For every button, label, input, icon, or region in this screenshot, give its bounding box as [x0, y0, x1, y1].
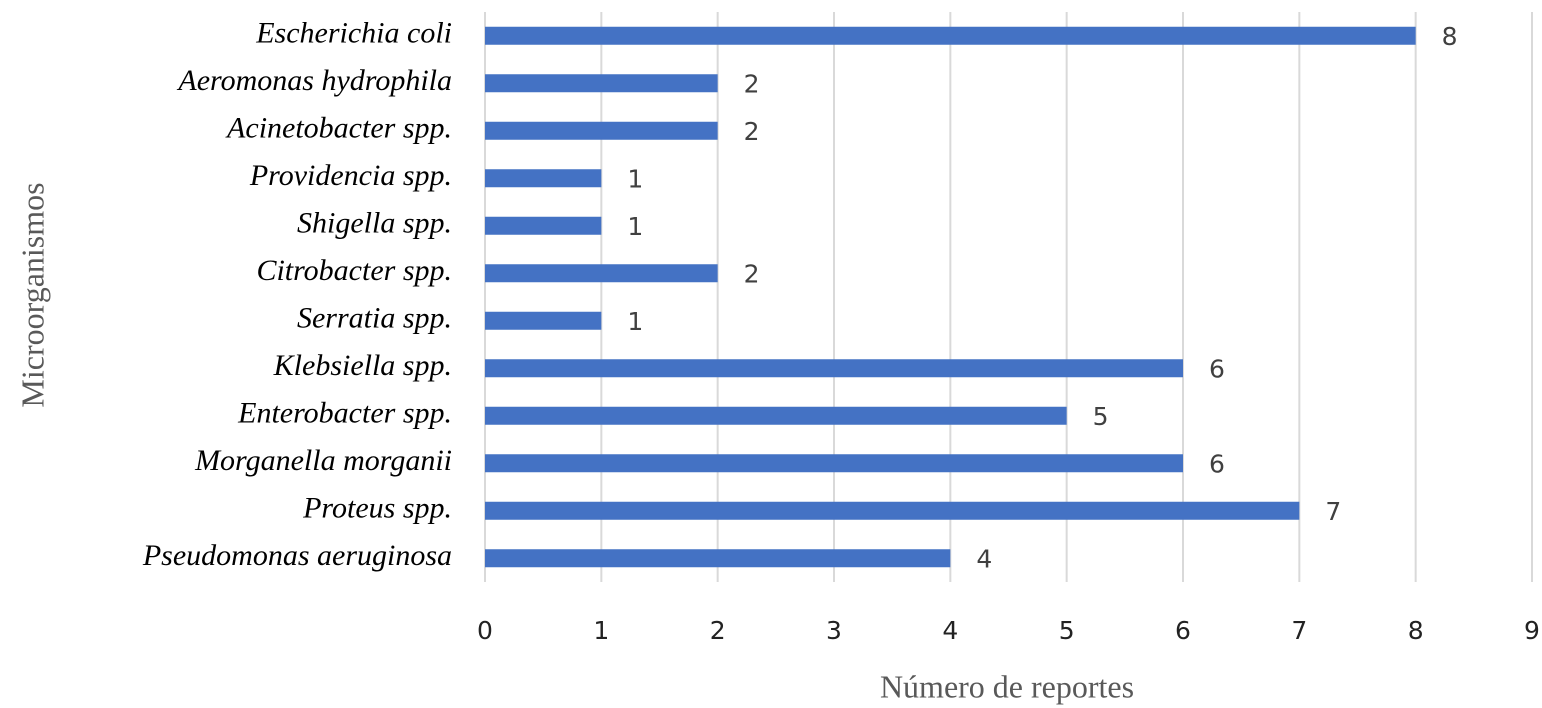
data-label: 5 [1093, 402, 1109, 431]
x-tick-label: 1 [593, 616, 609, 645]
bar [485, 26, 1416, 45]
x-tick-label: 3 [826, 616, 842, 645]
data-label: 1 [627, 307, 643, 336]
data-label: 1 [627, 164, 643, 193]
x-tick-label: 4 [942, 616, 958, 645]
y-tick-label: Acinetobacter spp. [225, 112, 452, 145]
y-tick-label: Proteus spp. [302, 492, 452, 525]
bar [485, 311, 602, 330]
x-tick-label: 0 [477, 616, 493, 645]
y-tick-label: Morganella morganii [194, 444, 452, 477]
data-label: 2 [744, 117, 760, 146]
bar [485, 454, 1183, 473]
y-tick-label: Pseudomonas aeruginosa [142, 539, 452, 572]
y-axis-title: Microorganismos [14, 182, 50, 407]
data-label: 2 [744, 259, 760, 288]
data-label: 2 [744, 69, 760, 98]
bar [485, 216, 602, 235]
bar [485, 359, 1183, 378]
bar [485, 549, 951, 568]
x-tick-label: 9 [1524, 616, 1540, 645]
bar [485, 264, 718, 283]
data-label: 8 [1442, 22, 1458, 51]
y-tick-label: Providencia spp. [249, 159, 452, 192]
bar [485, 121, 718, 140]
data-label: 4 [976, 544, 992, 573]
y-tick-label: Klebsiella spp. [273, 349, 452, 382]
x-tick-label: 6 [1175, 616, 1191, 645]
y-tick-label: Escherichia coli [255, 17, 452, 50]
bar [485, 169, 602, 188]
bar [485, 406, 1067, 425]
y-tick-label: Serratia spp. [297, 302, 452, 335]
bar [485, 74, 718, 93]
y-tick-label: Enterobacter spp. [237, 397, 452, 430]
data-label: 6 [1209, 449, 1225, 478]
x-tick-label: 8 [1408, 616, 1424, 645]
data-label: 7 [1325, 497, 1341, 526]
x-axis-title: Número de reportes [880, 668, 1134, 704]
x-tick-label: 7 [1291, 616, 1307, 645]
y-tick-label: Aeromonas hydrophila [176, 64, 452, 97]
data-label: 6 [1209, 354, 1225, 383]
bar [485, 501, 1300, 520]
y-tick-label: Citrobacter spp. [256, 254, 452, 287]
y-tick-label: Shigella spp. [297, 207, 452, 240]
x-tick-label: 5 [1059, 616, 1075, 645]
x-tick-label: 2 [710, 616, 726, 645]
data-label: 1 [627, 212, 643, 241]
